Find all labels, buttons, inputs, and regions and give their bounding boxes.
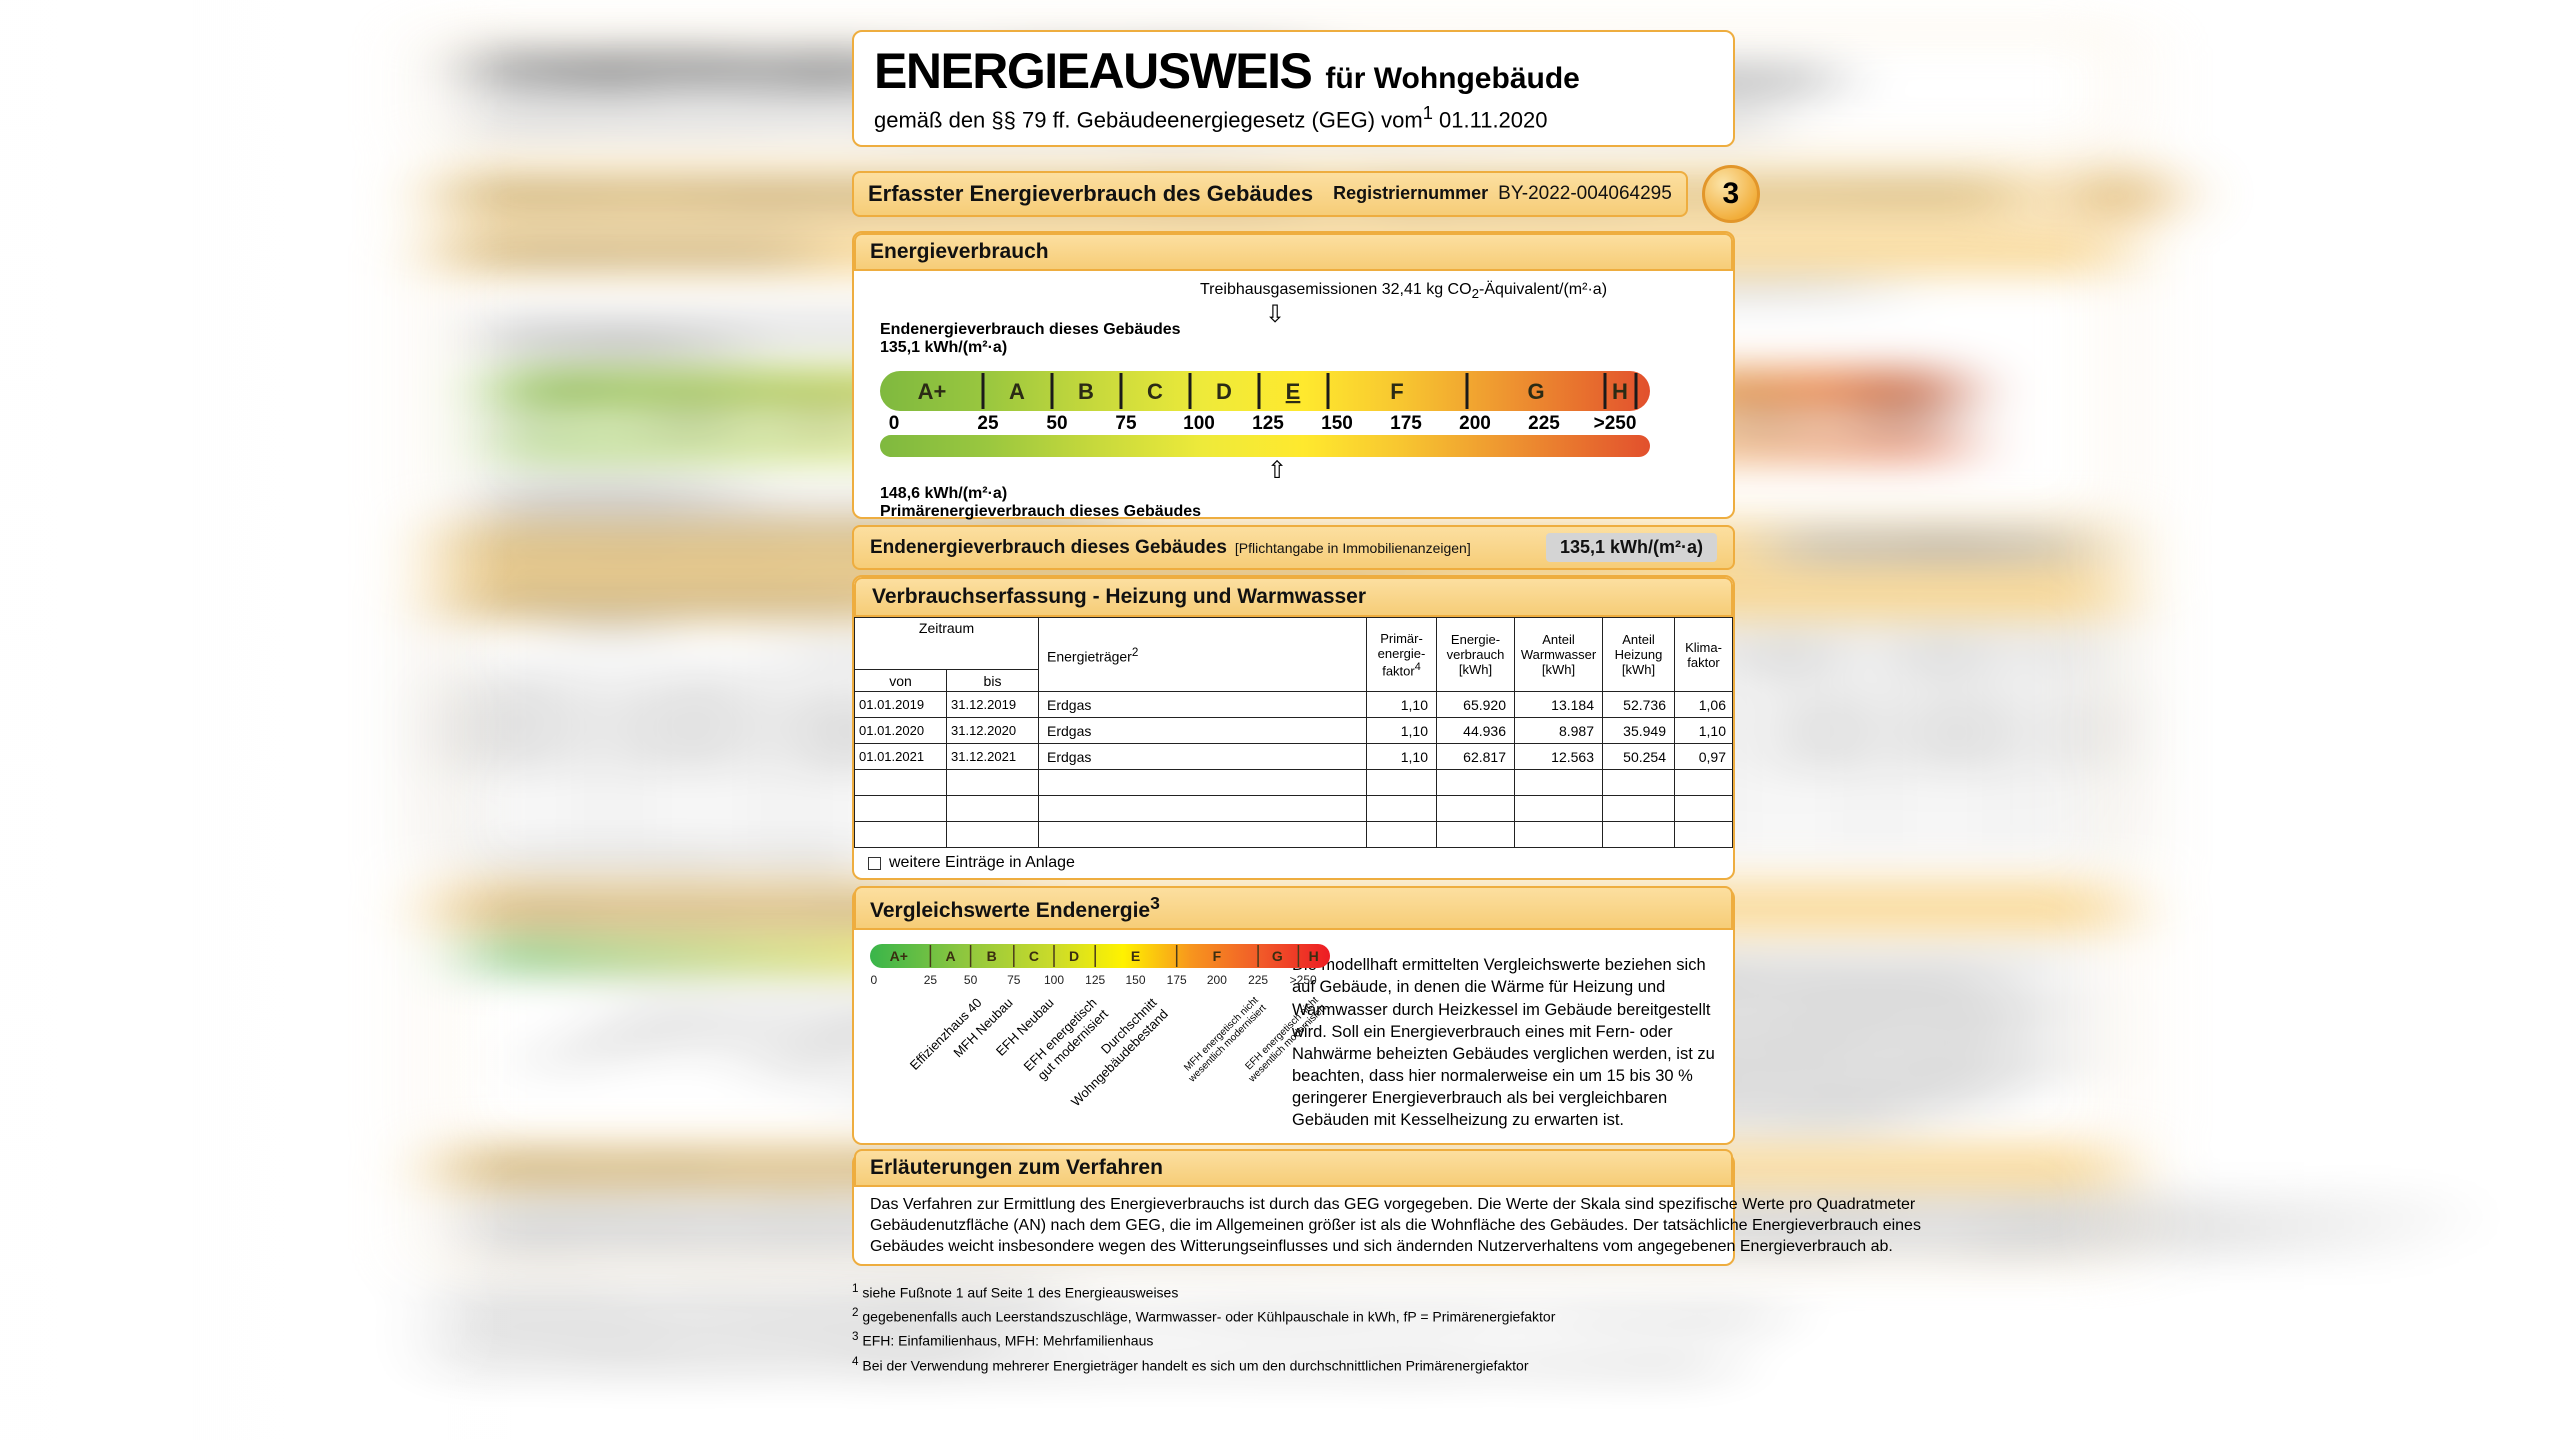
- svg-text:75: 75: [1115, 413, 1137, 434]
- svg-text:50: 50: [1046, 413, 1067, 434]
- svg-text:B: B: [1078, 379, 1094, 404]
- svg-text:H: H: [1612, 379, 1628, 404]
- svg-text:100: 100: [1044, 973, 1064, 987]
- svg-text:150: 150: [1125, 973, 1145, 987]
- svg-text:H: H: [1309, 948, 1319, 964]
- svg-text:125: 125: [1085, 973, 1105, 987]
- svg-text:100: 100: [1183, 413, 1215, 434]
- svg-text:A: A: [945, 948, 955, 964]
- svg-text:E: E: [1131, 948, 1140, 964]
- svg-text:25: 25: [924, 973, 938, 987]
- svg-text:C: C: [1029, 948, 1039, 964]
- svg-text:75: 75: [1007, 973, 1021, 987]
- svg-text:200: 200: [1459, 413, 1491, 434]
- svg-text:125: 125: [1252, 413, 1284, 434]
- svg-text:175: 175: [1390, 413, 1422, 434]
- svg-text:50: 50: [964, 973, 978, 987]
- svg-text:25: 25: [977, 413, 999, 434]
- svg-text:150: 150: [1321, 413, 1353, 434]
- svg-text:225: 225: [1248, 973, 1268, 987]
- svg-text:C: C: [1147, 379, 1163, 404]
- svg-text:D: D: [1069, 948, 1079, 964]
- svg-text:0: 0: [889, 413, 900, 434]
- svg-text:175: 175: [1167, 973, 1187, 987]
- svg-text:F: F: [1213, 948, 1222, 964]
- svg-text:A+: A+: [918, 379, 947, 404]
- svg-text:200: 200: [1207, 973, 1227, 987]
- svg-text:D: D: [1216, 379, 1232, 404]
- svg-text:0: 0: [870, 973, 877, 987]
- svg-text:F: F: [1390, 379, 1403, 404]
- svg-text:A+: A+: [890, 948, 908, 964]
- svg-text:B: B: [987, 948, 997, 964]
- svg-text:225: 225: [1528, 413, 1560, 434]
- svg-text:E: E: [1286, 379, 1301, 404]
- svg-text:>250: >250: [1290, 973, 1317, 987]
- svg-text:G: G: [1527, 379, 1544, 404]
- svg-text:A: A: [1009, 379, 1025, 404]
- svg-text:>250: >250: [1594, 413, 1637, 434]
- svg-text:G: G: [1272, 948, 1283, 964]
